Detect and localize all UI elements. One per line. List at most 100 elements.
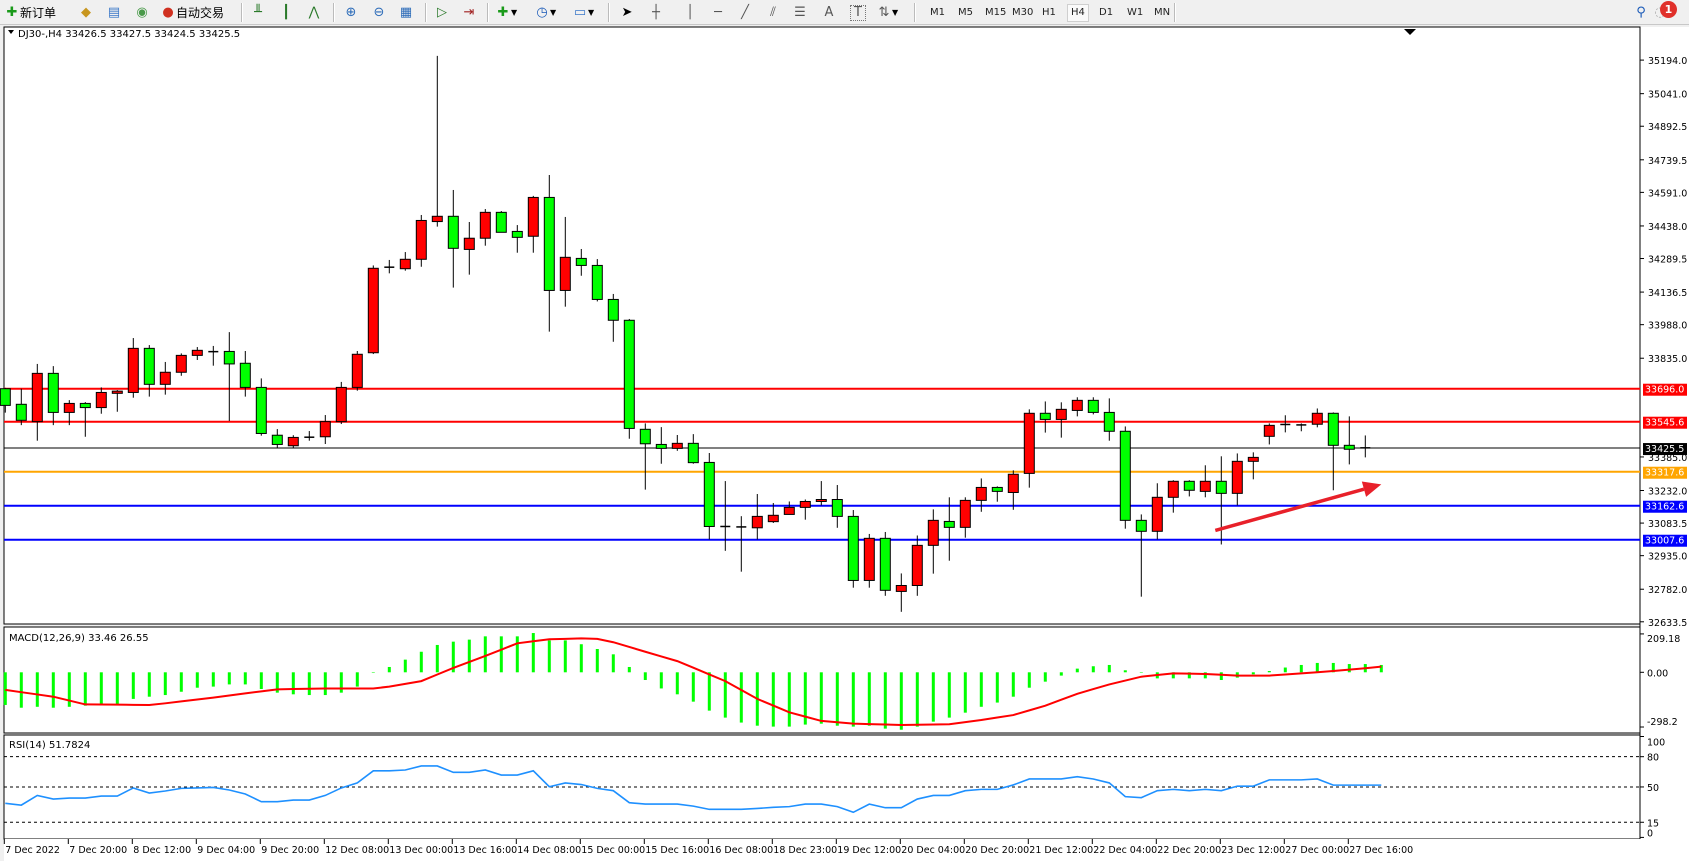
macd-histogram-bar bbox=[883, 672, 887, 729]
horizontal-line-button[interactable]: ─ bbox=[710, 3, 726, 22]
zoom-in-button[interactable]: ⊕ bbox=[343, 3, 359, 22]
candlestick-button[interactable]: ┃ bbox=[278, 3, 294, 22]
templates-button[interactable]: ▭ ▼ bbox=[572, 3, 594, 22]
main-pane[interactable] bbox=[3, 26, 1641, 625]
candle-body bbox=[815, 499, 827, 502]
trendline-button[interactable]: ╱ bbox=[737, 3, 753, 22]
market-watch-button[interactable]: ◆ bbox=[78, 3, 94, 22]
line-chart-button[interactable]: ⋀ bbox=[306, 3, 322, 22]
separator bbox=[425, 3, 427, 22]
macd-histogram-bar bbox=[579, 644, 583, 673]
macd-histogram-bar bbox=[387, 666, 391, 673]
separator bbox=[1174, 3, 1176, 22]
indicators-button[interactable]: ✚ ▼ bbox=[495, 3, 518, 22]
bar-chart-button[interactable]: ╨ bbox=[250, 3, 266, 22]
candle bbox=[1263, 423, 1275, 445]
data-window-button[interactable]: ▤ bbox=[106, 3, 122, 22]
autoscroll-button[interactable]: ⇥ bbox=[461, 3, 477, 22]
chart-shift-marker[interactable] bbox=[1404, 29, 1416, 35]
cursor-icon: ➤ bbox=[621, 4, 633, 20]
candle bbox=[1135, 514, 1147, 597]
candle-body bbox=[1087, 399, 1099, 413]
macd-histogram-bar bbox=[371, 672, 375, 673]
crosshair-button[interactable]: ┼ bbox=[648, 3, 664, 22]
macd-histogram-bar bbox=[947, 672, 951, 718]
candle bbox=[463, 221, 475, 275]
macd-histogram-bar bbox=[147, 672, 151, 697]
candle bbox=[687, 434, 699, 464]
candle bbox=[895, 573, 907, 612]
time-axis[interactable] bbox=[4, 839, 1689, 861]
text-label-button[interactable]: T bbox=[850, 3, 866, 22]
macd-histogram-bar bbox=[1123, 670, 1127, 673]
candle bbox=[1087, 397, 1099, 415]
chart-menu-triangle-icon[interactable] bbox=[8, 30, 14, 34]
macd-histogram-bar bbox=[227, 672, 231, 685]
candle bbox=[751, 494, 763, 540]
timeframe-m1[interactable]: M1 bbox=[930, 7, 945, 18]
new-order-button[interactable]: ✚ 新订单 bbox=[4, 3, 56, 22]
timeframe-d1[interactable]: D1 bbox=[1099, 7, 1114, 18]
candle-body bbox=[591, 264, 603, 300]
candle bbox=[527, 195, 539, 253]
candle-body bbox=[63, 402, 75, 413]
candle bbox=[991, 486, 1003, 502]
candle bbox=[415, 214, 427, 267]
cursor-button[interactable]: ➤ bbox=[619, 3, 635, 22]
text-icon: A bbox=[824, 4, 834, 20]
macd-histogram-bar bbox=[611, 654, 615, 673]
arrows-button[interactable]: ⇅ ▼ bbox=[876, 3, 899, 22]
text-button[interactable]: A bbox=[821, 3, 837, 22]
price-tick-label: 33232.0 bbox=[1648, 487, 1687, 498]
auto-trading-button[interactable]: ● 自动交易 bbox=[160, 3, 224, 22]
timeframe-m5[interactable]: M5 bbox=[958, 7, 973, 18]
periods-icon: ◷ bbox=[536, 4, 548, 20]
candle bbox=[1311, 408, 1323, 428]
periods-button[interactable]: ◷ ▼ bbox=[534, 3, 556, 22]
timeframe-m30[interactable]: M30 bbox=[1012, 7, 1034, 18]
macd-histogram-bar bbox=[19, 672, 23, 708]
candle bbox=[847, 510, 859, 588]
candle bbox=[1151, 483, 1163, 540]
chart-shift-icon: ▷ bbox=[437, 4, 447, 20]
timeframe-m15[interactable]: M15 bbox=[985, 7, 1007, 18]
candle-body bbox=[1119, 430, 1131, 521]
time-tick-label: 21 Dec 12:00 bbox=[1029, 845, 1093, 856]
equidistant-channel-button[interactable]: ⫽ bbox=[765, 3, 781, 22]
macd-histogram-bar bbox=[83, 672, 87, 706]
timeframe-w1[interactable]: W1 bbox=[1127, 7, 1144, 18]
fibonacci-button[interactable]: ☰ bbox=[792, 3, 808, 22]
timeframe-mn[interactable]: MN bbox=[1154, 7, 1171, 18]
candle bbox=[655, 427, 667, 464]
candle bbox=[975, 478, 987, 512]
timeframe-h1[interactable]: H1 bbox=[1042, 7, 1056, 18]
chart-shift-button[interactable]: ▷ bbox=[434, 3, 450, 22]
macd-histogram-bar bbox=[419, 651, 423, 673]
candle-body bbox=[623, 319, 635, 429]
macd-histogram-bar bbox=[1091, 666, 1095, 673]
candle-body bbox=[767, 514, 779, 523]
macd-histogram-bar bbox=[115, 672, 119, 705]
tile-windows-button[interactable]: ▦ bbox=[398, 3, 414, 22]
price-axis[interactable] bbox=[1640, 27, 1689, 839]
navigator-button[interactable]: ◉ bbox=[134, 3, 150, 22]
time-tick-label: 7 Dec 20:00 bbox=[69, 845, 127, 856]
candle-body bbox=[575, 257, 587, 266]
macd-histogram-bar bbox=[659, 672, 663, 689]
price-level-label-bg bbox=[1643, 443, 1687, 456]
timeframe-h4[interactable]: H4 bbox=[1067, 4, 1089, 22]
candle bbox=[143, 345, 155, 397]
candle-body bbox=[1135, 519, 1147, 532]
zoom-out-button[interactable]: ⊖ bbox=[371, 3, 387, 22]
search-button[interactable]: ⚲ bbox=[1633, 3, 1649, 22]
candle-body bbox=[255, 386, 267, 434]
vertical-line-button[interactable]: │ bbox=[682, 3, 698, 22]
price-tick-label: 33835.0 bbox=[1648, 354, 1687, 365]
candle-body bbox=[607, 298, 619, 321]
candle bbox=[783, 501, 795, 515]
candle-body bbox=[287, 436, 299, 447]
candle-body bbox=[543, 196, 555, 291]
candle bbox=[127, 338, 139, 398]
price-level-label: 33696.0 bbox=[1645, 385, 1684, 396]
